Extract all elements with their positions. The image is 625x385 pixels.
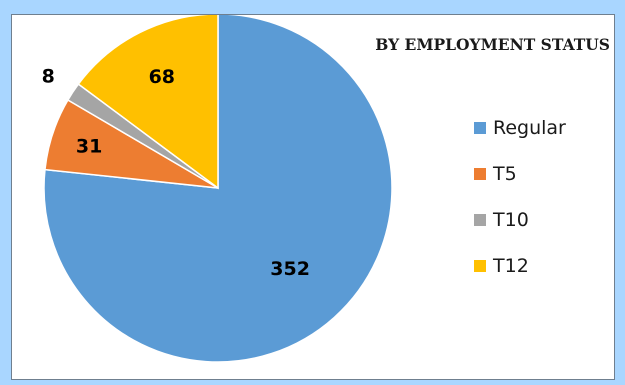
legend-swatch-t10 bbox=[474, 214, 486, 226]
legend-label-regular: Regular bbox=[493, 117, 566, 139]
pie-slice-t12 bbox=[77, 15, 219, 190]
legend-swatch-t5 bbox=[474, 168, 486, 180]
legend-item-t5: T5 bbox=[474, 163, 517, 185]
legend-label-t5: T5 bbox=[492, 163, 517, 185]
data-label-regular: 352 bbox=[270, 258, 310, 280]
pie-chart: 352 31 8 68 BY EMPLOYMENT STATUS Regular T5 T… bbox=[42, 15, 610, 363]
legend-label-t12: T12 bbox=[492, 255, 529, 277]
legend-swatch-regular bbox=[474, 122, 486, 134]
legend-item-t12: T12 bbox=[474, 255, 529, 277]
pie-slices bbox=[43, 15, 393, 363]
legend: Regular T5 T10 T12 bbox=[474, 117, 566, 277]
data-label-t12: 68 bbox=[149, 66, 175, 88]
legend-item-t10: T10 bbox=[474, 209, 529, 231]
data-label-t5: 31 bbox=[76, 136, 102, 158]
legend-label-t10: T10 bbox=[492, 209, 529, 231]
legend-item-regular: Regular bbox=[474, 117, 566, 139]
chart-frame: 352 31 8 68 BY EMPLOYMENT STATUS Regular T5 T… bbox=[11, 14, 615, 380]
data-label-t10: 8 bbox=[42, 66, 55, 88]
chart-title: BY EMPLOYMENT STATUS bbox=[375, 35, 610, 54]
data-labels: 352 31 8 68 bbox=[42, 66, 310, 281]
legend-swatch-t12 bbox=[474, 260, 486, 272]
